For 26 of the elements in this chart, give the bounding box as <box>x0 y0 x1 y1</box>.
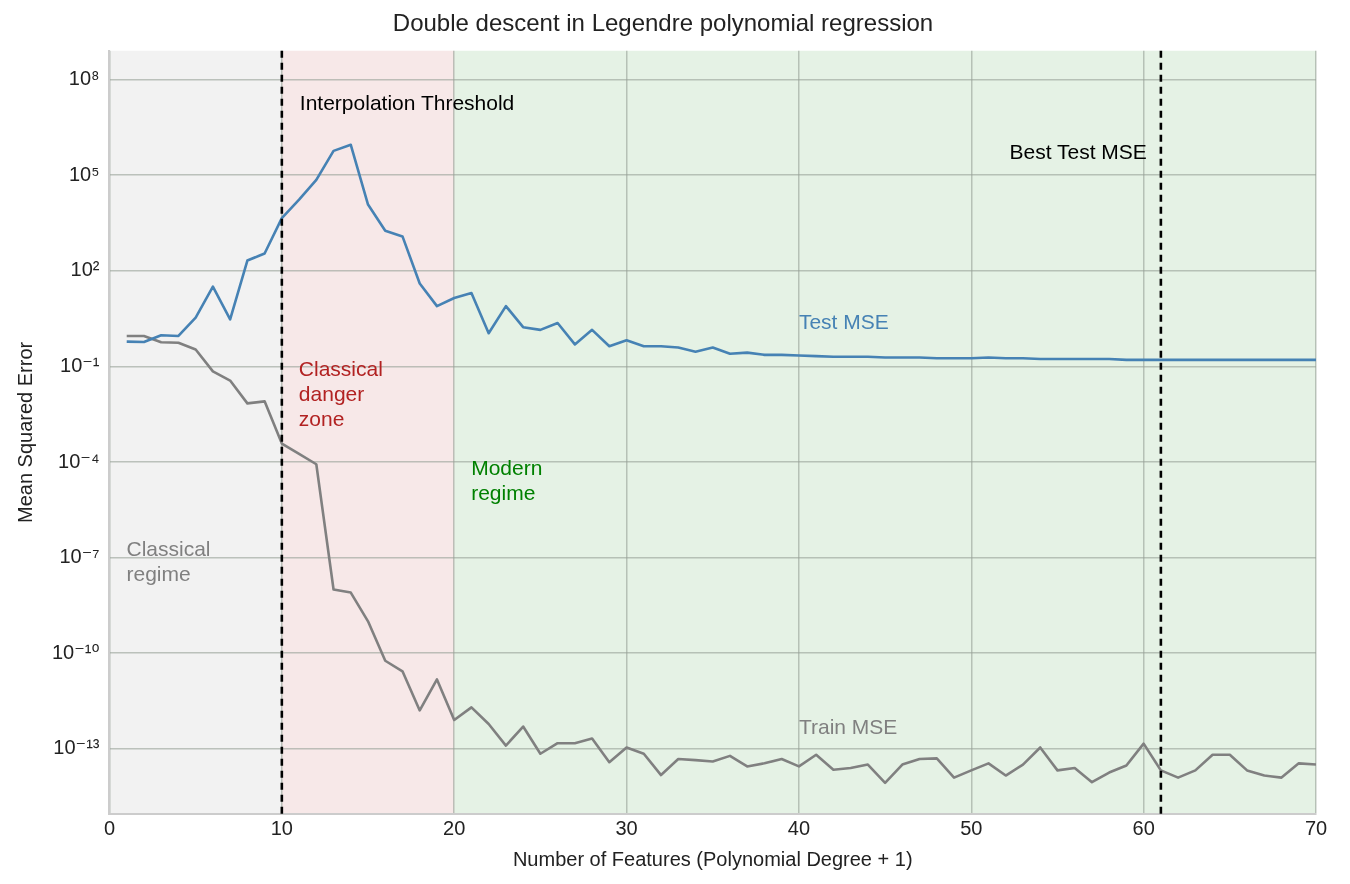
x-axis-title: Number of Features (Polynomial Degree + 1) <box>512 847 913 870</box>
y-tick-label: 10⁻¹ <box>60 353 100 376</box>
series-label: Train MSE <box>798 714 898 738</box>
y-tick-label: 10⁻⁷ <box>59 545 100 568</box>
y-tick-label: 10² <box>70 258 100 281</box>
x-tick-label: 30 <box>615 816 638 839</box>
y-tick-label: 10⁻⁴ <box>58 449 100 472</box>
x-tick-label: 10 <box>270 816 293 839</box>
x-tick-label: 40 <box>787 816 811 839</box>
x-tick-label: 0 <box>103 816 116 839</box>
x-tick-label: 50 <box>960 816 983 839</box>
band-label: Classical danger zone <box>298 357 383 431</box>
y-tick-label: 10⁵ <box>68 162 100 185</box>
x-tick-label: 60 <box>1132 816 1155 839</box>
x-tick-label: 70 <box>1304 816 1328 839</box>
y-tick-label: 10⁻¹³ <box>53 736 100 759</box>
ref-line-label: Best Test MSE <box>1009 139 1147 163</box>
band-label: Modern regime <box>471 456 543 505</box>
series-label: Test MSE <box>798 309 889 333</box>
chart-title: Double descent in Legendre polynomial regression <box>392 9 934 37</box>
y-tick-label: 10⁸ <box>68 67 100 90</box>
x-tick-label: 20 <box>443 816 466 839</box>
band-label: Classical regime <box>126 536 211 585</box>
ref-line-label: Interpolation Threshold <box>299 90 515 114</box>
y-tick-label: 10⁻¹⁰ <box>52 640 100 663</box>
y-axis-title: Mean Squared Error <box>13 341 36 523</box>
